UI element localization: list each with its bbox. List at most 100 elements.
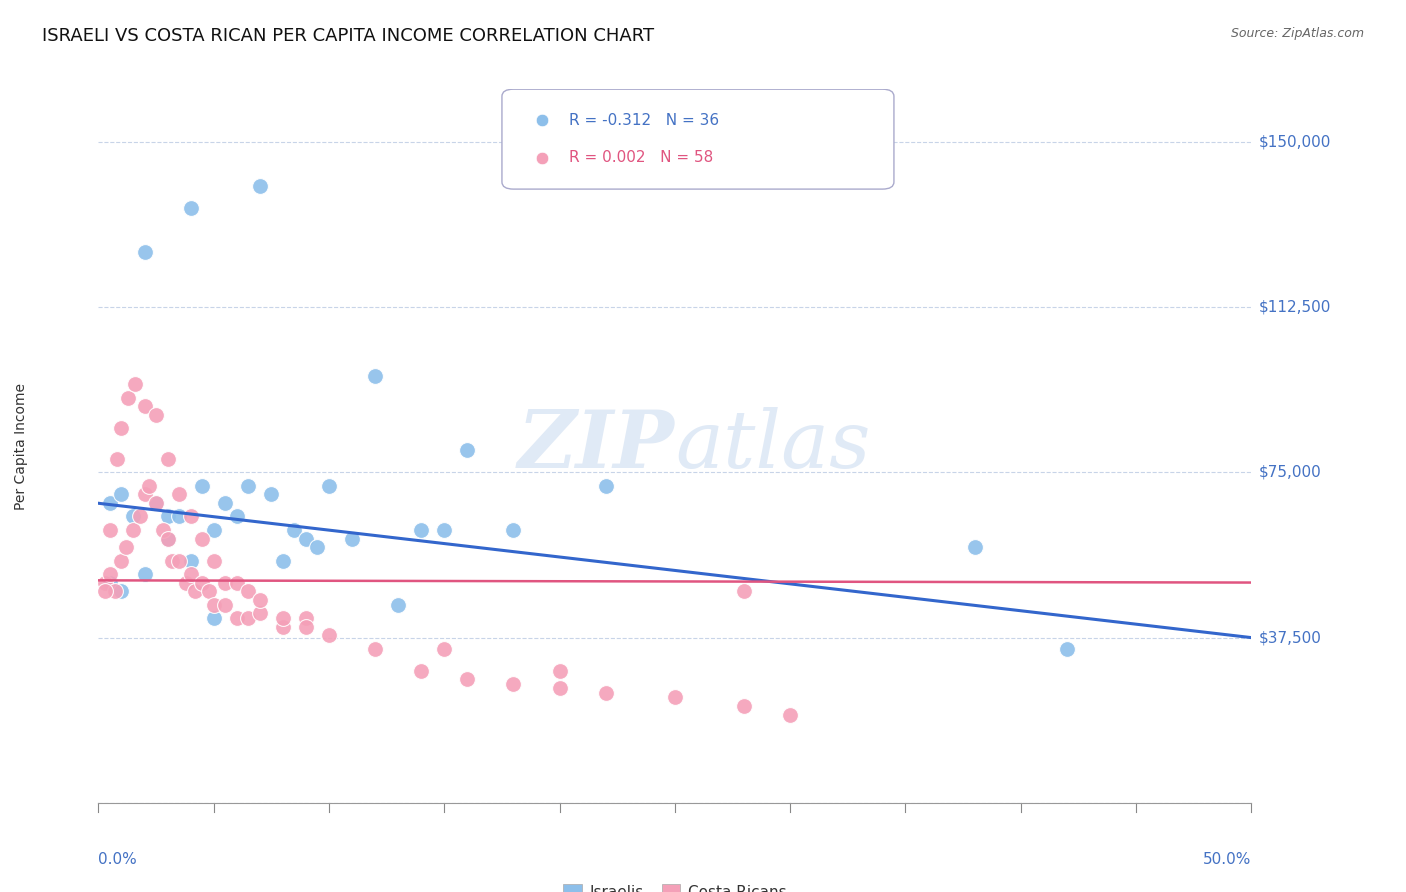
- Point: [117, 391, 139, 405]
- Point: [129, 509, 152, 524]
- Point: [122, 523, 145, 537]
- Text: Per Capita Income: Per Capita Income: [14, 383, 28, 509]
- Point: [502, 523, 524, 537]
- Text: $37,500: $37,500: [1258, 630, 1322, 645]
- Point: [733, 698, 755, 713]
- Point: [98, 575, 121, 590]
- Text: R = 0.002   N = 58: R = 0.002 N = 58: [569, 151, 713, 166]
- Point: [364, 368, 387, 383]
- Text: 0.0%: 0.0%: [98, 852, 138, 867]
- Point: [595, 686, 617, 700]
- Point: [1056, 641, 1078, 656]
- Text: atlas: atlas: [675, 408, 870, 484]
- Point: [502, 677, 524, 691]
- Point: [664, 690, 686, 704]
- Point: [249, 179, 271, 194]
- Point: [105, 452, 128, 467]
- Point: [156, 532, 179, 546]
- Point: [98, 496, 121, 510]
- Point: [191, 575, 214, 590]
- Legend: Israelis, Costa Ricans: Israelis, Costa Ricans: [557, 878, 793, 892]
- Point: [225, 575, 247, 590]
- Point: [134, 487, 156, 501]
- Text: R = -0.312   N = 36: R = -0.312 N = 36: [569, 112, 718, 128]
- Point: [238, 611, 260, 625]
- Point: [340, 532, 363, 546]
- Point: [167, 553, 190, 567]
- Point: [110, 553, 132, 567]
- Point: [214, 598, 236, 612]
- Point: [456, 673, 478, 687]
- Point: [103, 584, 125, 599]
- Text: ZIP: ZIP: [517, 408, 675, 484]
- Point: [318, 628, 340, 642]
- Point: [433, 641, 456, 656]
- Point: [110, 584, 132, 599]
- Text: $112,500: $112,500: [1258, 300, 1330, 315]
- Point: [94, 575, 117, 590]
- Point: [202, 523, 225, 537]
- Point: [271, 619, 294, 633]
- Point: [238, 478, 260, 492]
- Point: [283, 523, 305, 537]
- Point: [295, 619, 318, 633]
- Point: [295, 611, 318, 625]
- Point: [779, 707, 801, 722]
- Point: [364, 641, 387, 656]
- Point: [202, 598, 225, 612]
- Point: [184, 584, 207, 599]
- Point: [225, 611, 247, 625]
- Point: [202, 553, 225, 567]
- Point: [180, 509, 202, 524]
- Point: [94, 584, 117, 599]
- Point: [156, 452, 179, 467]
- Point: [733, 584, 755, 599]
- Point: [134, 400, 156, 414]
- Point: [191, 478, 214, 492]
- Point: [180, 201, 202, 215]
- Point: [110, 421, 132, 435]
- Point: [548, 664, 571, 678]
- Point: [456, 443, 478, 458]
- Point: [548, 681, 571, 696]
- Point: [134, 566, 156, 581]
- Text: $150,000: $150,000: [1258, 135, 1330, 150]
- Point: [214, 496, 236, 510]
- Point: [295, 532, 318, 546]
- Point: [138, 478, 160, 492]
- Point: [145, 408, 167, 422]
- Point: [115, 541, 138, 555]
- Point: [260, 487, 283, 501]
- Point: [156, 509, 179, 524]
- Point: [180, 553, 202, 567]
- Point: [411, 664, 433, 678]
- Point: [963, 541, 986, 555]
- Point: [595, 478, 617, 492]
- Text: Source: ZipAtlas.com: Source: ZipAtlas.com: [1230, 27, 1364, 40]
- Text: ISRAELI VS COSTA RICAN PER CAPITA INCOME CORRELATION CHART: ISRAELI VS COSTA RICAN PER CAPITA INCOME…: [42, 27, 654, 45]
- Point: [191, 532, 214, 546]
- Point: [180, 566, 202, 581]
- Point: [110, 487, 132, 501]
- Point: [167, 509, 190, 524]
- Point: [249, 607, 271, 621]
- Point: [160, 553, 183, 567]
- Point: [98, 566, 121, 581]
- Point: [122, 509, 145, 524]
- Point: [145, 496, 167, 510]
- Point: [156, 532, 179, 546]
- Point: [433, 523, 456, 537]
- Point: [152, 523, 174, 537]
- Point: [198, 584, 221, 599]
- Text: 50.0%: 50.0%: [1204, 852, 1251, 867]
- Point: [249, 593, 271, 607]
- Point: [271, 611, 294, 625]
- Point: [145, 496, 167, 510]
- Text: $75,000: $75,000: [1258, 465, 1322, 480]
- Point: [307, 541, 329, 555]
- Point: [98, 523, 121, 537]
- Point: [271, 553, 294, 567]
- Point: [174, 575, 197, 590]
- Point: [167, 487, 190, 501]
- Point: [387, 598, 409, 612]
